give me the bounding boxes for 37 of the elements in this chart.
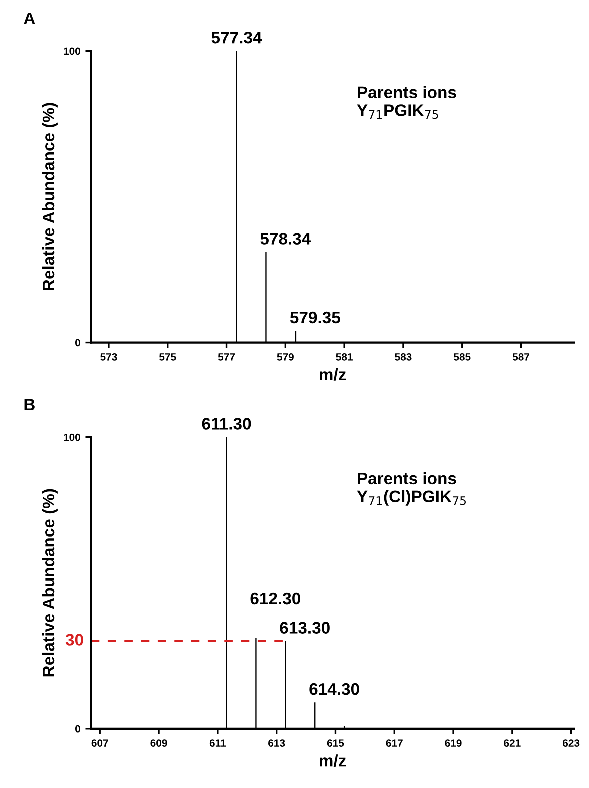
x-tick-label: 581 bbox=[336, 353, 353, 361]
y-tick-label: 100 bbox=[64, 48, 80, 56]
x-tick-label: 585 bbox=[454, 353, 471, 361]
x-tick-label: 613 bbox=[268, 740, 286, 747]
x-tick-label: 611 bbox=[210, 740, 226, 747]
chart-title: B bbox=[24, 399, 35, 411]
y-tick-label: 0 bbox=[75, 339, 80, 347]
annotation: 611.30 bbox=[202, 418, 252, 430]
annotation: 579.35 bbox=[290, 312, 340, 324]
y-tick-label: 100 bbox=[64, 434, 80, 442]
annotation: Parents ions Y$_{71}$(Cl)PGIK$_{75}$ bbox=[357, 472, 466, 506]
x-tick-label: 583 bbox=[395, 353, 412, 361]
x-tick-label: 617 bbox=[386, 740, 403, 747]
x-tick-label: 587 bbox=[512, 353, 530, 361]
annotation: 577.34 bbox=[212, 32, 262, 44]
y-axis-title: Relative Abundance (%) bbox=[42, 103, 58, 290]
x-tick-label: 579 bbox=[277, 353, 294, 361]
x-tick-label: 609 bbox=[150, 740, 168, 747]
x-tick-label: 577 bbox=[218, 354, 235, 361]
x-tick-label: 573 bbox=[100, 353, 118, 361]
x-tick-label: 623 bbox=[563, 740, 580, 747]
annotation: Parents ions Y$_{71}$PGIK$_{75}$ bbox=[357, 86, 456, 120]
x-tick-label: 621 bbox=[504, 740, 521, 747]
x-tick-label: 575 bbox=[159, 354, 176, 361]
y-axis-title: Relative Abundance (%) bbox=[42, 489, 58, 677]
x-tick-label: 607 bbox=[92, 740, 108, 747]
annotation: 612.30 bbox=[250, 592, 300, 605]
x-axis-title: m/z bbox=[320, 368, 346, 381]
x-tick-label: 615 bbox=[327, 740, 344, 747]
annotation: 614.30 bbox=[310, 683, 360, 696]
annotation: 578.34 bbox=[260, 233, 312, 245]
x-axis-title: m/z bbox=[320, 754, 346, 767]
ref-line-label: 30 bbox=[66, 634, 84, 646]
annotation: 613.30 bbox=[280, 622, 330, 634]
x-tick-label: 619 bbox=[445, 740, 462, 747]
chart-title: A bbox=[24, 12, 36, 24]
y-tick-label: 0 bbox=[75, 725, 80, 733]
